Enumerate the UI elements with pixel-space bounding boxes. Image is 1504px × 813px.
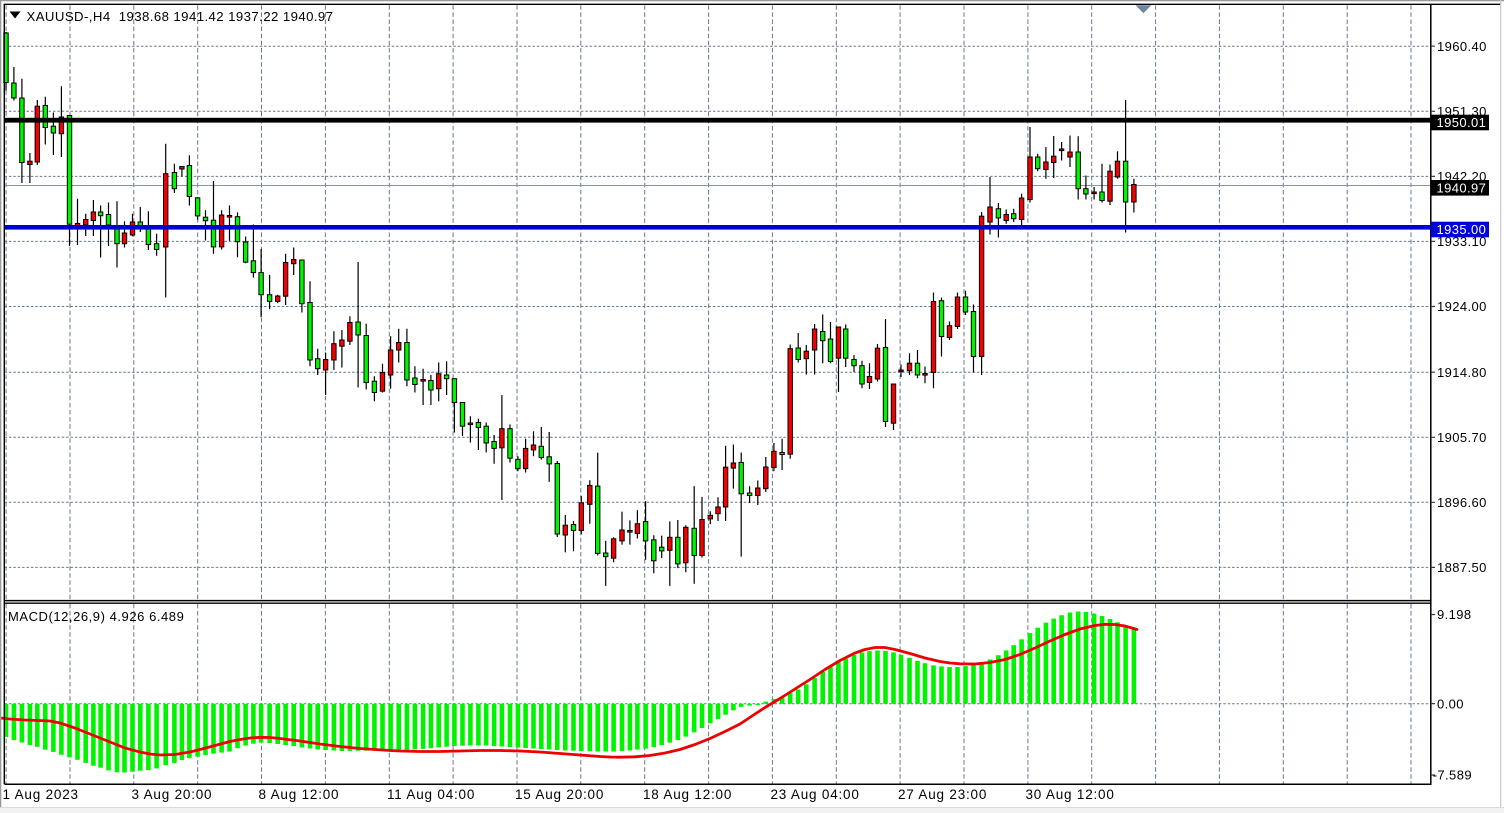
svg-text:1960.40: 1960.40	[1437, 39, 1487, 54]
svg-text:MACD(12,26,9) 4.926 6.489: MACD(12,26,9) 4.926 6.489	[8, 609, 184, 624]
svg-text:3 Aug 20:00: 3 Aug 20:00	[132, 787, 213, 802]
svg-text:11 Aug 04:00: 11 Aug 04:00	[387, 787, 475, 802]
svg-text:27 Aug 23:00: 27 Aug 23:00	[898, 787, 987, 802]
svg-text:-7.589: -7.589	[1433, 768, 1472, 783]
svg-text:1 Aug 2023: 1 Aug 2023	[3, 787, 79, 802]
svg-text:1950.01: 1950.01	[1437, 115, 1487, 130]
svg-text:1887.50: 1887.50	[1437, 560, 1487, 575]
svg-text:9.198: 9.198	[1437, 607, 1472, 622]
svg-text:18 Aug 12:00: 18 Aug 12:00	[643, 787, 732, 802]
svg-text:1896.60: 1896.60	[1437, 495, 1487, 510]
svg-text:1914.80: 1914.80	[1437, 365, 1487, 380]
svg-text:1933.10: 1933.10	[1437, 234, 1487, 249]
svg-text:1940.97: 1940.97	[1437, 180, 1487, 195]
svg-text:XAUUSD-,H4 1938.68 1941.42 19: XAUUSD-,H4 1938.68 1941.42 1937.22 1940.…	[27, 9, 334, 24]
svg-text:8 Aug 12:00: 8 Aug 12:00	[259, 787, 340, 802]
svg-text:30 Aug 12:00: 30 Aug 12:00	[1026, 787, 1115, 802]
svg-text:1924.00: 1924.00	[1437, 299, 1487, 314]
svg-text:23 Aug 04:00: 23 Aug 04:00	[771, 787, 860, 802]
svg-text:0.00: 0.00	[1437, 696, 1464, 711]
svg-text:1905.70: 1905.70	[1437, 430, 1487, 445]
svg-text:15 Aug 20:00: 15 Aug 20:00	[515, 787, 604, 802]
svg-text:1935.00: 1935.00	[1437, 222, 1487, 237]
